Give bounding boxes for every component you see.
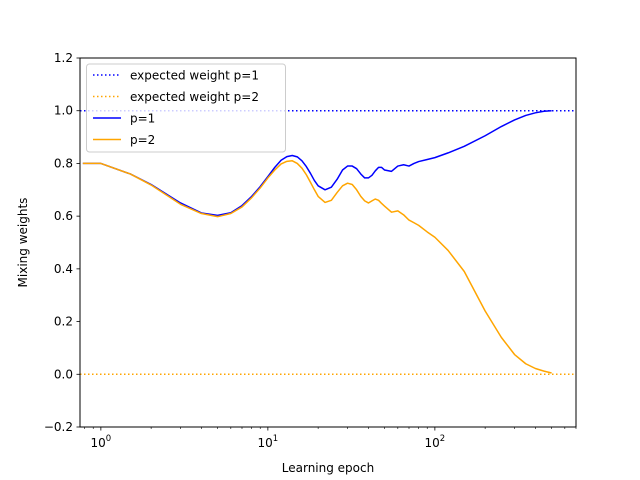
- legend-label-expected-weight-p-2: expected weight p=2: [130, 90, 259, 104]
- x-tick-label: 101: [258, 434, 279, 450]
- series-p-2: [82, 160, 552, 374]
- y-tick-label: 1.2: [54, 51, 73, 65]
- legend-label-p-2: p=2: [130, 133, 155, 147]
- y-tick-label: 0.4: [54, 262, 73, 276]
- legend-box: [86, 63, 286, 153]
- legend: expected weight p=1 expected weight p=2 p=…: [86, 63, 286, 153]
- y-tick-label: 0.2: [54, 315, 73, 329]
- y-axis-ticks: −0.2 0.0 0.2 0.4 0.6 0.8 1.0 1.2: [44, 51, 80, 434]
- y-tick-label: 0.6: [54, 209, 73, 223]
- y-axis-label: Mixing weights: [16, 198, 30, 288]
- plot-lines: [80, 109, 576, 376]
- x-tick-label: 100: [91, 434, 112, 450]
- legend-label-expected-weight-p-1: expected weight p=1: [130, 69, 259, 83]
- y-tick-label: −0.2: [44, 420, 73, 434]
- plot-frame: [79, 57, 577, 428]
- series-p-1: [82, 109, 552, 217]
- x-axis-label: Learning epoch: [282, 461, 374, 475]
- y-tick-label: 0.0: [54, 367, 73, 381]
- legend-label-p-1: p=1: [130, 112, 155, 126]
- y-tick-label: 1.0: [54, 104, 73, 118]
- x-tick-label: 102: [425, 434, 446, 450]
- y-tick-label: 0.8: [54, 156, 73, 170]
